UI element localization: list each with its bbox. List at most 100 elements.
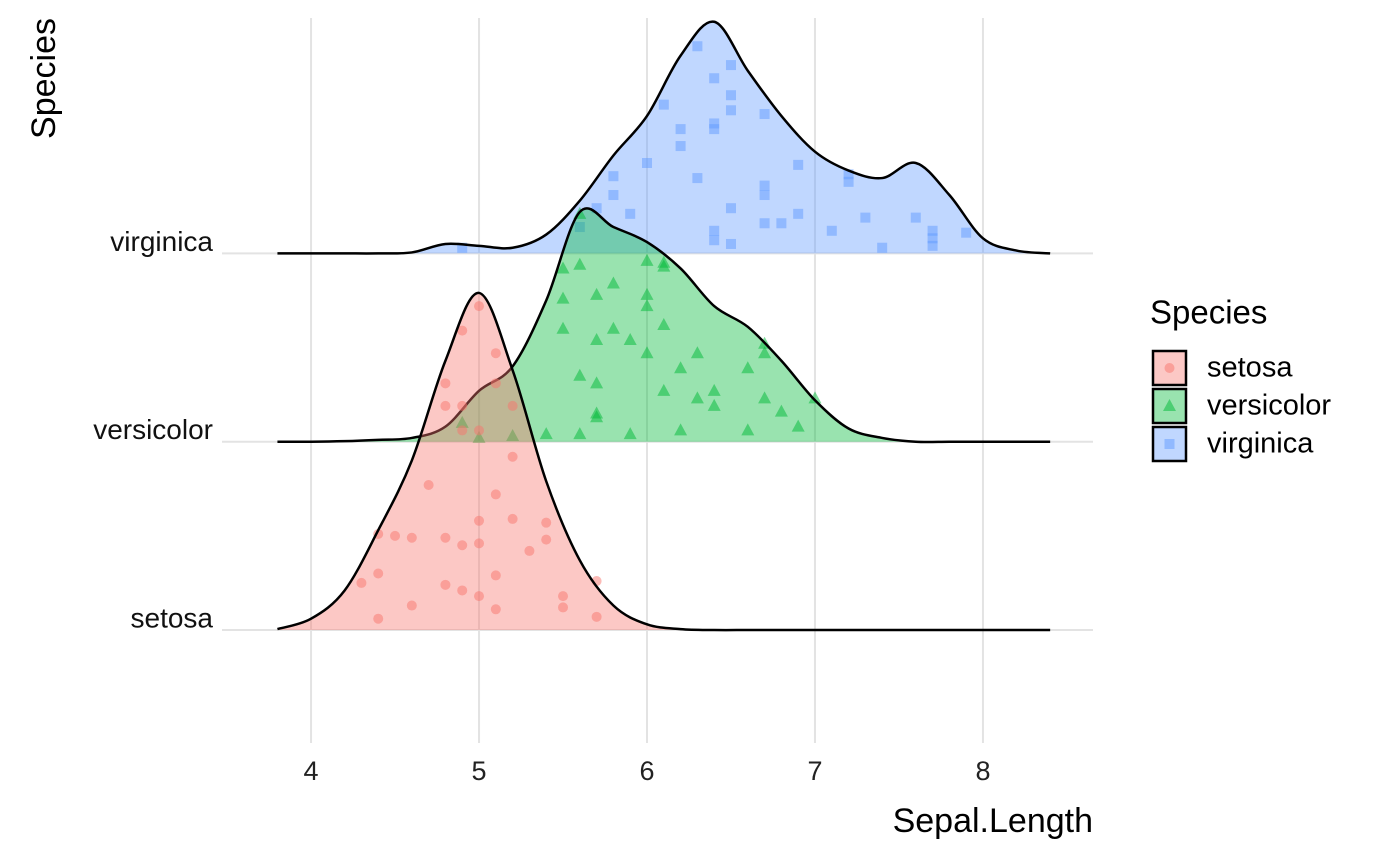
x-tick-label: 8 xyxy=(975,756,990,786)
point xyxy=(642,158,653,168)
point xyxy=(741,361,755,374)
point xyxy=(709,73,720,84)
point xyxy=(506,429,520,442)
point xyxy=(709,124,720,135)
density-area xyxy=(277,21,1051,254)
ridge-group xyxy=(277,20,1051,255)
point xyxy=(556,291,570,304)
y-tick-label: versicolor xyxy=(93,414,213,445)
point xyxy=(556,321,570,334)
x-tick-label: 7 xyxy=(807,756,822,786)
point xyxy=(474,538,485,549)
point xyxy=(674,423,688,436)
point xyxy=(590,410,604,423)
point xyxy=(590,333,604,346)
point xyxy=(440,532,451,543)
point xyxy=(961,227,972,238)
point xyxy=(759,190,770,201)
point xyxy=(390,530,401,541)
point xyxy=(373,613,384,624)
point xyxy=(1164,439,1175,449)
point xyxy=(640,299,654,312)
point xyxy=(541,517,552,528)
point xyxy=(457,325,468,336)
point xyxy=(406,600,417,611)
point xyxy=(440,400,451,411)
point xyxy=(474,425,485,436)
point xyxy=(692,41,703,52)
point xyxy=(675,124,686,135)
density-line xyxy=(277,207,1051,444)
y-tick-label: setosa xyxy=(131,602,214,633)
legend-label: virginica xyxy=(1207,428,1314,460)
x-axis-title: Sepal.Length xyxy=(893,802,1093,840)
point xyxy=(573,427,587,440)
point xyxy=(759,180,770,191)
point xyxy=(759,109,770,120)
legend-label: versicolor xyxy=(1207,390,1331,422)
point xyxy=(927,225,938,236)
point xyxy=(674,361,688,374)
point xyxy=(658,99,669,110)
point xyxy=(725,60,736,71)
point xyxy=(406,532,417,543)
point xyxy=(472,430,486,443)
point xyxy=(657,383,671,396)
point xyxy=(558,591,569,602)
point xyxy=(608,171,619,182)
point xyxy=(524,545,535,556)
point xyxy=(590,376,604,389)
point xyxy=(541,534,552,545)
y-tick-label: virginica xyxy=(110,226,213,257)
point xyxy=(457,400,468,411)
point xyxy=(1163,399,1176,411)
point xyxy=(759,218,770,229)
point xyxy=(774,404,788,417)
point xyxy=(793,208,804,219)
point xyxy=(558,602,569,613)
point xyxy=(709,235,720,246)
point xyxy=(356,577,367,588)
point xyxy=(373,568,384,579)
point xyxy=(490,378,501,389)
point xyxy=(457,425,468,436)
point xyxy=(657,317,671,330)
point xyxy=(927,233,938,244)
y-axis-title: Species xyxy=(25,18,63,139)
point xyxy=(776,218,787,229)
point xyxy=(507,400,518,411)
point xyxy=(725,203,736,214)
point xyxy=(608,190,619,201)
point xyxy=(623,427,637,440)
point xyxy=(707,383,721,396)
point xyxy=(690,391,704,404)
point xyxy=(657,259,671,272)
x-tick-label: 5 xyxy=(472,756,487,786)
point xyxy=(758,346,772,359)
point xyxy=(590,287,604,300)
point xyxy=(440,378,451,389)
point xyxy=(826,225,837,236)
point xyxy=(474,515,485,526)
point xyxy=(574,222,585,233)
point xyxy=(539,427,553,440)
point xyxy=(690,346,704,359)
point xyxy=(877,242,888,253)
point xyxy=(843,169,854,180)
density-line xyxy=(277,291,1051,632)
point xyxy=(625,208,636,219)
point xyxy=(675,141,686,152)
point xyxy=(573,368,587,381)
ridge-group xyxy=(277,206,1051,444)
density-area xyxy=(277,292,1051,631)
point xyxy=(457,585,468,596)
point xyxy=(573,257,587,270)
point xyxy=(709,118,720,129)
point xyxy=(606,276,620,289)
point xyxy=(640,346,654,359)
point xyxy=(490,348,501,359)
point xyxy=(591,203,602,214)
point xyxy=(910,212,921,223)
point xyxy=(490,489,501,500)
point xyxy=(457,540,468,551)
